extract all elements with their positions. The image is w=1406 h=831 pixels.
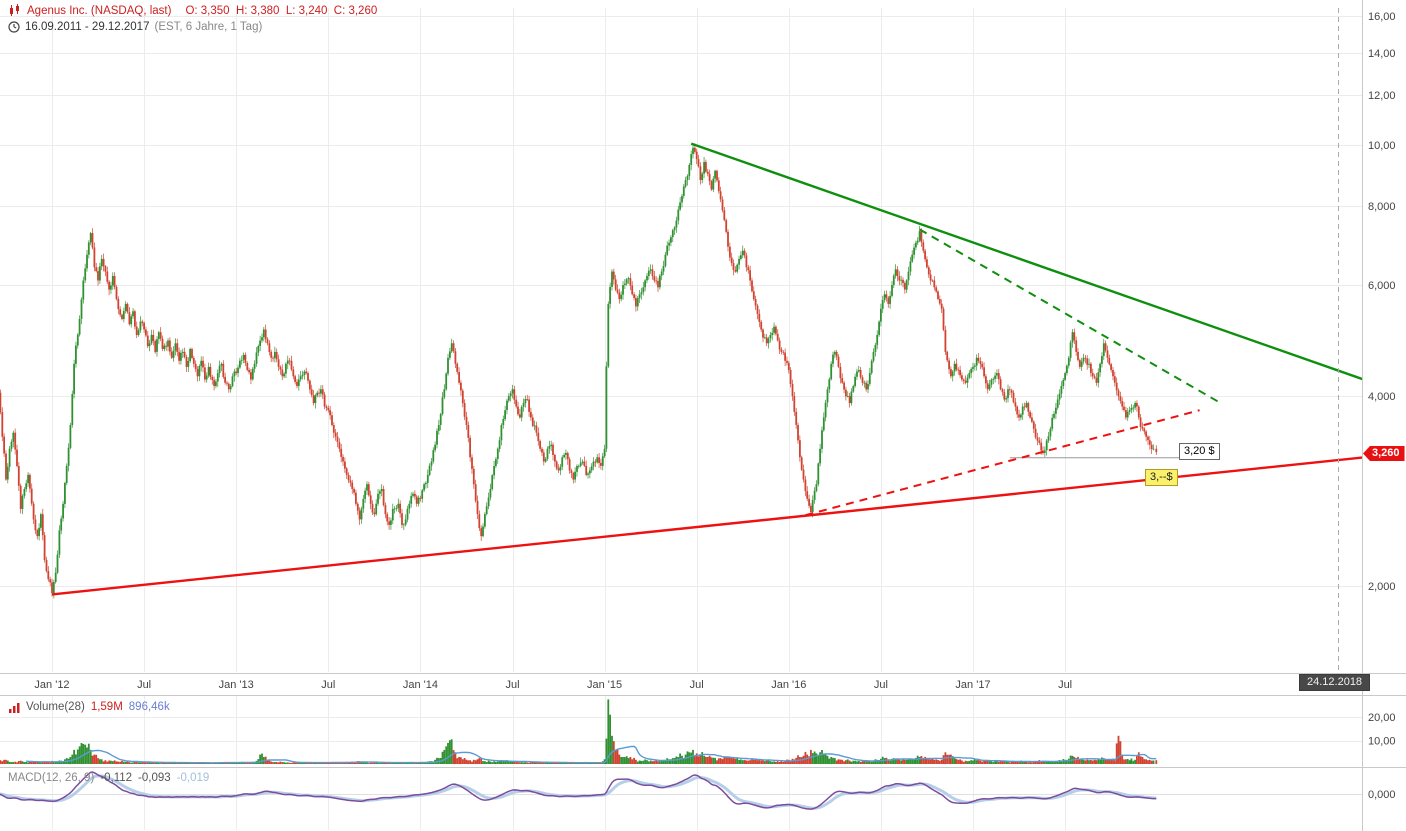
volume-ma-line bbox=[26, 745, 1157, 764]
macd-pane-header: MACD(12, 26, 9) -0,112 -0,093 -0,019 bbox=[8, 772, 209, 784]
trendlines[interactable] bbox=[51, 142, 1406, 596]
macd-label[interactable]: MACD(12, 26, 9) bbox=[8, 772, 95, 784]
svg-text:Jan '12: Jan '12 bbox=[34, 679, 69, 691]
axis-labels[interactable]: Jan '12 Jul Jan '13 Jul Jan '14 Jul Jan '15 Jul… bbox=[34, 11, 1395, 801]
trendline-ascending-support bbox=[51, 456, 1362, 596]
svg-text:Jul: Jul bbox=[321, 679, 335, 691]
candlestick-series bbox=[0, 143, 1158, 599]
price-target-note[interactable]: 3,--$ bbox=[1145, 469, 1178, 486]
date-range: 16.09.2011 - 29.12.2017 bbox=[25, 21, 150, 33]
svg-text:4,000: 4,000 bbox=[1368, 391, 1396, 403]
svg-text:Jan '15: Jan '15 bbox=[587, 679, 622, 691]
svg-text:20,00: 20,00 bbox=[1368, 712, 1396, 724]
svg-text:16,00: 16,00 bbox=[1368, 11, 1396, 23]
macd-value-1: -0,112 bbox=[100, 772, 133, 784]
range-header: 16.09.2011 - 29.12.2017 (EST, 6 Jahre, 1… bbox=[8, 21, 262, 33]
trendline-descending-resistance bbox=[690, 142, 1362, 381]
macd-line bbox=[0, 771, 1157, 810]
svg-text:6,000: 6,000 bbox=[1368, 280, 1396, 292]
volume-bars bbox=[0, 699, 1158, 765]
period-info: (EST, 6 Jahre, 1 Tag) bbox=[154, 21, 263, 33]
svg-text:12,00: 12,00 bbox=[1368, 90, 1396, 102]
candlestick-icon bbox=[10, 4, 19, 16]
instrument-title[interactable]: Agenus Inc. (NASDAQ, last) bbox=[27, 5, 172, 17]
future-date-label[interactable]: 24.12.2018 bbox=[1299, 674, 1371, 691]
volume-label[interactable]: Volume(28) bbox=[26, 701, 85, 713]
volume-value: 1,59M bbox=[90, 701, 123, 713]
trendline-descending-resistance-inner bbox=[919, 228, 1223, 405]
svg-text:Jan '17: Jan '17 bbox=[955, 679, 990, 691]
price-target-label[interactable]: 3,20 $ bbox=[1179, 443, 1220, 460]
clock-icon bbox=[8, 21, 20, 33]
svg-text:14,00: 14,00 bbox=[1368, 48, 1396, 60]
gridlines bbox=[0, 8, 1362, 830]
instrument-header: Agenus Inc. (NASDAQ, last) O: 3,350 H: 3… bbox=[8, 4, 377, 18]
svg-text:Jul: Jul bbox=[690, 679, 704, 691]
svg-text:0,000: 0,000 bbox=[1368, 789, 1396, 801]
trendline-ascending-support-inner bbox=[805, 409, 1200, 517]
macd-value-3: -0,019 bbox=[176, 772, 210, 784]
svg-text:Jan '13: Jan '13 bbox=[219, 679, 254, 691]
svg-text:Jul: Jul bbox=[505, 679, 519, 691]
svg-text:Jul: Jul bbox=[1058, 679, 1072, 691]
svg-text:Jul: Jul bbox=[874, 679, 888, 691]
svg-text:2,000: 2,000 bbox=[1368, 581, 1396, 593]
svg-text:8,000: 8,000 bbox=[1368, 201, 1396, 213]
svg-text:10,00: 10,00 bbox=[1368, 140, 1396, 152]
last-price-tag: 3,260 bbox=[1363, 446, 1405, 461]
ohlc-values: O: 3,350 H: 3,380 L: 3,240 C: 3,260 bbox=[185, 5, 378, 17]
svg-text:Jan '14: Jan '14 bbox=[403, 679, 438, 691]
volume-icon bbox=[9, 702, 20, 713]
volume-pane-header: Volume(28) 1,59M 896,46k bbox=[8, 701, 170, 713]
macd-value-2: -0,093 bbox=[138, 772, 171, 784]
svg-text:Jan '16: Jan '16 bbox=[771, 679, 806, 691]
svg-text:10,00: 10,00 bbox=[1368, 736, 1396, 748]
svg-text:Jul: Jul bbox=[137, 679, 151, 691]
volume-ma-value: 896,46k bbox=[128, 701, 170, 713]
